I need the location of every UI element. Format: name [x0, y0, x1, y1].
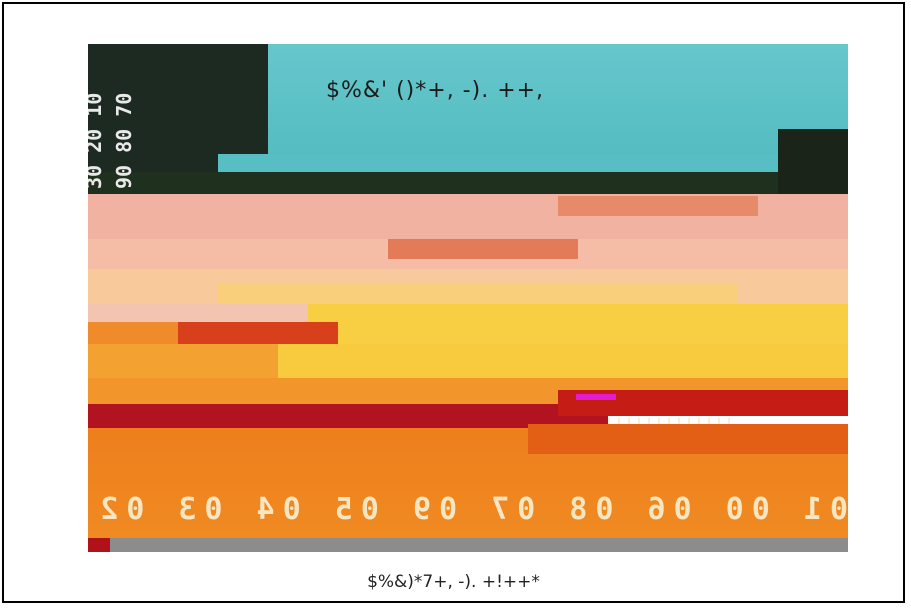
- peach-band-accent: [388, 239, 578, 259]
- magenta-mark: [576, 394, 616, 400]
- orange-highlight: [528, 424, 848, 454]
- figure-caption: $%&)*7+, -). +!++*: [367, 572, 540, 592]
- gray-strip: [88, 538, 848, 552]
- red-band: [88, 404, 608, 428]
- red-corner: [88, 538, 110, 552]
- pink-band-accent: [558, 196, 758, 216]
- side-ruler-digits: 30 20 10 90 80 70: [88, 92, 136, 189]
- dark-strip: [88, 172, 848, 194]
- red-strip: [178, 322, 338, 344]
- yellow-band-light: [218, 284, 738, 304]
- overlay-text: $%&' ()*+, -). ++,: [326, 78, 545, 103]
- glitched-photo: 01 00 06 08 07 09 05 04 03 02 30 20 10 90…: [88, 44, 848, 552]
- yellow-band-2: [278, 344, 848, 378]
- yellow-band-pink: [88, 304, 308, 324]
- figure-frame: 01 00 06 08 07 09 05 04 03 02 30 20 10 90…: [2, 2, 905, 603]
- dark-strip-right: [778, 129, 848, 194]
